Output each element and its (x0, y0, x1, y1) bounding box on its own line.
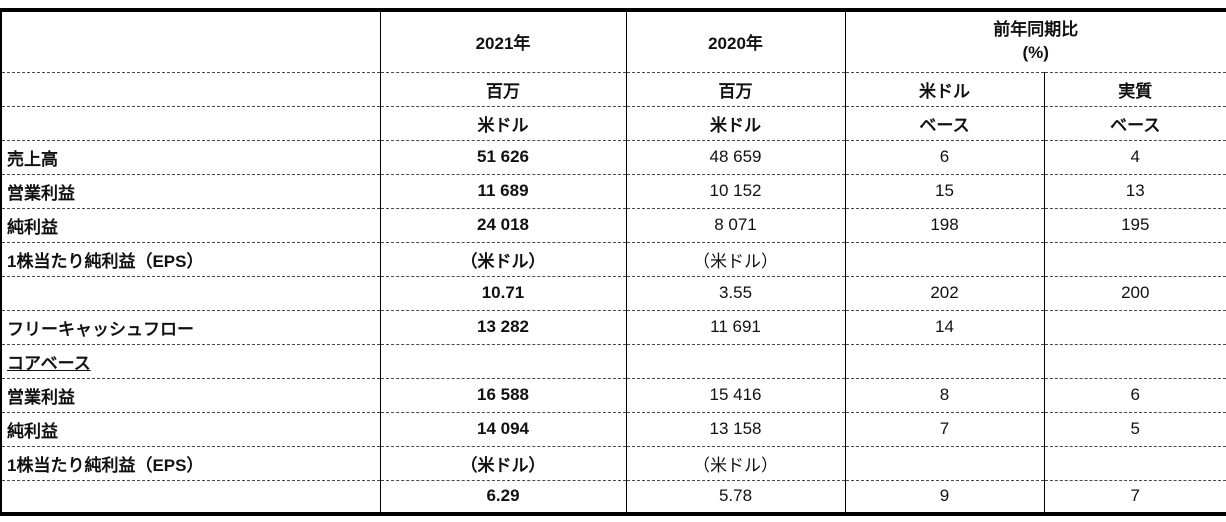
value-real-base: 5 (1044, 412, 1226, 447)
row-label: 営業利益 (1, 174, 381, 209)
value-2020: 10 152 (626, 174, 846, 209)
value-usd-base: 6 (845, 140, 1045, 175)
value-2021: 14 094 (380, 412, 627, 447)
financial-results-table: 2021年 2020年 前年同期比 (%) 百万 百万 米ドル 実質 米ドル 米… (0, 8, 1226, 516)
header-year-2020: 2020年 (626, 10, 846, 73)
value-2020: （米ドル） (626, 446, 846, 481)
value-2020 (626, 344, 846, 379)
header-item-blank (1, 10, 381, 73)
header-real-base-line1: 実質 (1044, 72, 1226, 107)
value-2021: 6.29 (380, 480, 627, 515)
value-usd-base (845, 446, 1045, 481)
value-2021: 10.71 (380, 276, 627, 311)
value-2021: 13 282 (380, 310, 627, 345)
header-yoy: 前年同期比 (%) (845, 10, 1226, 73)
value-usd-base: 15 (845, 174, 1045, 209)
header-row-years: 2021年 2020年 前年同期比 (%) (1, 10, 1226, 73)
header-usd-base-line1: 米ドル (845, 72, 1045, 107)
value-real-base (1044, 242, 1226, 277)
table-row-net-income: 純利益 24 018 8 071 198 195 (1, 208, 1226, 243)
value-2020: 11 691 (626, 310, 846, 345)
row-label: フリーキャッシュフロー (1, 310, 381, 345)
row-label: 売上高 (1, 140, 381, 175)
value-real-base: 6 (1044, 378, 1226, 413)
value-real-base (1044, 446, 1226, 481)
value-real-base: 13 (1044, 174, 1226, 209)
section-label: コアベース (1, 344, 381, 379)
value-usd-base (845, 242, 1045, 277)
table-row-revenue: 売上高 51 626 48 659 6 4 (1, 140, 1226, 175)
value-real-base: 7 (1044, 480, 1226, 515)
value-usd-base: 8 (845, 378, 1045, 413)
table-row-core-operating-income: 営業利益 16 588 15 416 8 6 (1, 378, 1226, 413)
header-usd-base-line2: ベース (845, 106, 1045, 141)
value-usd-base (845, 344, 1045, 379)
row-label: 純利益 (1, 208, 381, 243)
header-yoy-title: 前年同期比 (993, 19, 1079, 39)
row-label: 1株当たり純利益（EPS） (1, 242, 381, 277)
value-usd-base: 9 (845, 480, 1045, 515)
table-row-operating-income: 営業利益 11 689 10 152 15 13 (1, 174, 1226, 209)
header-real-base-line2: ベース (1044, 106, 1226, 141)
value-2020: 5.78 (626, 480, 846, 515)
table-row-core-eps-unit: 1株当たり純利益（EPS） （米ドル） （米ドル） (1, 446, 1226, 481)
value-2021: （米ドル） (380, 446, 627, 481)
value-2021: 11 689 (380, 174, 627, 209)
value-real-base (1044, 310, 1226, 345)
header-unit-blank (1, 72, 381, 107)
row-label: 営業利益 (1, 378, 381, 413)
header-unit-2020-million: 百万 (626, 72, 846, 107)
row-label (1, 276, 381, 311)
row-label (1, 480, 381, 515)
value-2020: 13 158 (626, 412, 846, 447)
value-2020: 15 416 (626, 378, 846, 413)
value-usd-base: 7 (845, 412, 1045, 447)
header-unit-2021-million: 百万 (380, 72, 627, 107)
header-unit-2020-usd: 米ドル (626, 106, 846, 141)
value-2021: （米ドル） (380, 242, 627, 277)
value-2021: 24 018 (380, 208, 627, 243)
value-2021: 16 588 (380, 378, 627, 413)
value-2020: （米ドル） (626, 242, 846, 277)
value-2020: 3.55 (626, 276, 846, 311)
table-row-core-net-income: 純利益 14 094 13 158 7 5 (1, 412, 1226, 447)
value-real-base: 195 (1044, 208, 1226, 243)
table-row-eps-unit: 1株当たり純利益（EPS） （米ドル） （米ドル） (1, 242, 1226, 277)
table-row-core-eps-value: 6.29 5.78 9 7 (1, 480, 1226, 515)
header-row-units-2: 米ドル 米ドル ベース ベース (1, 106, 1226, 141)
value-real-base: 200 (1044, 276, 1226, 311)
table-row-core-basis-section: コアベース (1, 344, 1226, 379)
value-2020: 8 071 (626, 208, 846, 243)
value-2021: 51 626 (380, 140, 627, 175)
header-unit-blank2 (1, 106, 381, 141)
header-yoy-percent: (%) (1022, 42, 1049, 62)
header-unit-2021-usd: 米ドル (380, 106, 627, 141)
row-label: 1株当たり純利益（EPS） (1, 446, 381, 481)
value-real-base (1044, 344, 1226, 379)
value-usd-base: 14 (845, 310, 1045, 345)
table-row-free-cash-flow: フリーキャッシュフロー 13 282 11 691 14 (1, 310, 1226, 345)
header-row-units-1: 百万 百万 米ドル 実質 (1, 72, 1226, 107)
table-row-eps-value: 10.71 3.55 202 200 (1, 276, 1226, 311)
value-real-base: 4 (1044, 140, 1226, 175)
value-usd-base: 198 (845, 208, 1045, 243)
header-year-2021: 2021年 (380, 10, 627, 73)
row-label: 純利益 (1, 412, 381, 447)
value-2020: 48 659 (626, 140, 846, 175)
value-2021 (380, 344, 627, 379)
value-usd-base: 202 (845, 276, 1045, 311)
